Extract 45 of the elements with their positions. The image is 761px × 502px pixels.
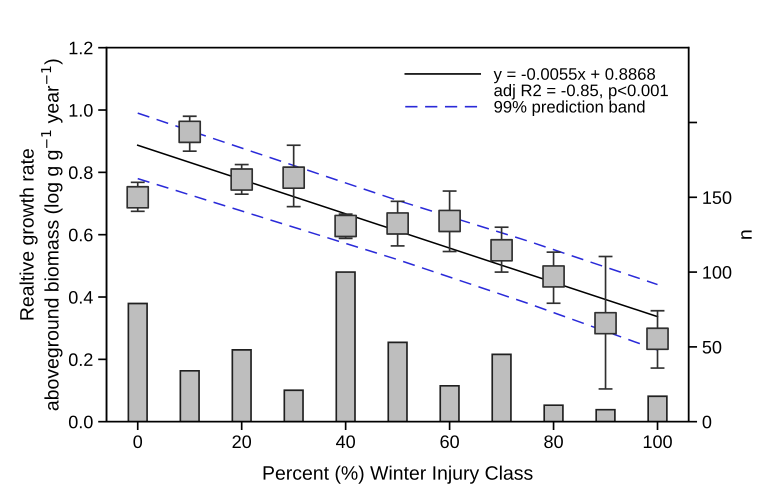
y2-tick-label: 50: [702, 340, 722, 354]
point: [126, 186, 150, 209]
bar: [439, 384, 460, 422]
point: [178, 120, 202, 144]
point: [438, 210, 461, 232]
point: [490, 238, 513, 262]
point: [386, 212, 409, 235]
bar: [491, 354, 512, 422]
x-tick-label: 0: [133, 435, 142, 448]
y-tick-label: 0.2: [68, 353, 92, 366]
x-tick-label: 60: [440, 435, 459, 448]
point: [594, 312, 617, 335]
legend-label: 99% prediction band: [494, 100, 644, 116]
y2-tick-label: 100: [703, 266, 732, 279]
bar: [283, 389, 304, 422]
bar: [543, 404, 564, 422]
point: [542, 265, 565, 288]
bar: [335, 271, 356, 422]
x-tick-label: 80: [544, 435, 563, 448]
annotation: adj R2 = -0.85, p<0.001: [494, 84, 668, 100]
bar: [595, 408, 616, 422]
bar: [180, 370, 200, 422]
point: [334, 214, 358, 238]
point: [230, 168, 254, 191]
x-tick-label: 100: [644, 435, 672, 448]
bar: [647, 395, 668, 422]
x-tick-label: 40: [336, 435, 355, 448]
point: [282, 166, 306, 190]
y-tick-label: 0.8: [68, 166, 93, 180]
bar: [387, 342, 408, 422]
y-tick-label: 0.4: [68, 290, 93, 304]
y-tick-label: 1.2: [70, 42, 92, 54]
y-tick-label: 0.0: [68, 416, 93, 428]
legend-label: y = -0.0055x + 0.8868: [494, 68, 656, 84]
bar: [231, 349, 252, 422]
y2-tick-label: 0: [702, 416, 712, 428]
bar: [128, 302, 148, 422]
y-tick-label: 1.0: [70, 104, 93, 117]
point: [646, 327, 669, 350]
y2-axis-title: n: [741, 230, 752, 239]
y-axis-title: Realtive growth rate aboveground biomass (log g g$^{−1}$ year$^{−1}$): [19, 59, 63, 410]
x-axis-title: Percent (%) Winter Injury Class: [264, 466, 533, 484]
x-tick-label: 20: [232, 435, 252, 448]
y2-tick-label: 150: [703, 191, 732, 204]
y-tick-label: 0.6: [68, 228, 93, 242]
